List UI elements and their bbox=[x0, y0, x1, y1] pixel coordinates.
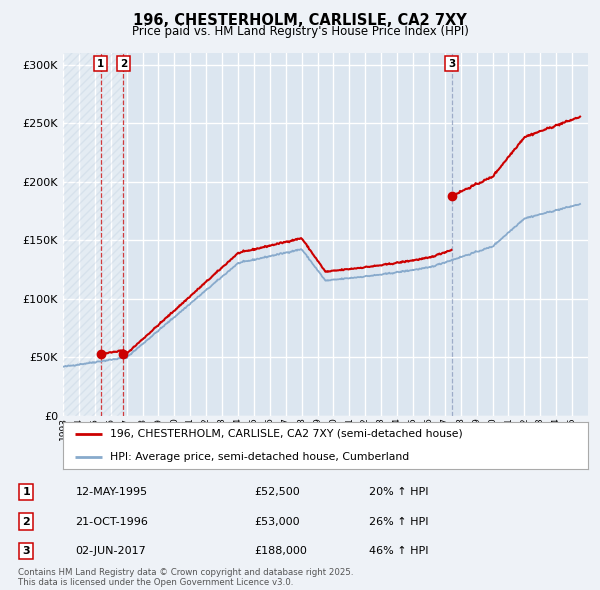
Text: 26% ↑ HPI: 26% ↑ HPI bbox=[369, 516, 428, 526]
Text: £53,000: £53,000 bbox=[254, 516, 299, 526]
Text: 1: 1 bbox=[97, 58, 104, 68]
Text: 20% ↑ HPI: 20% ↑ HPI bbox=[369, 487, 428, 497]
Text: 21-OCT-1996: 21-OCT-1996 bbox=[76, 516, 148, 526]
Text: 1: 1 bbox=[23, 487, 30, 497]
Text: £188,000: £188,000 bbox=[254, 546, 307, 556]
Text: 196, CHESTERHOLM, CARLISLE, CA2 7XY (semi-detached house): 196, CHESTERHOLM, CARLISLE, CA2 7XY (sem… bbox=[110, 429, 463, 438]
Text: Price paid vs. HM Land Registry's House Price Index (HPI): Price paid vs. HM Land Registry's House … bbox=[131, 25, 469, 38]
Text: Contains HM Land Registry data © Crown copyright and database right 2025.
This d: Contains HM Land Registry data © Crown c… bbox=[18, 568, 353, 587]
Text: 3: 3 bbox=[23, 546, 30, 556]
Text: 12-MAY-1995: 12-MAY-1995 bbox=[76, 487, 148, 497]
Bar bbox=[63, 53, 124, 416]
Text: 2: 2 bbox=[23, 516, 30, 526]
Text: 3: 3 bbox=[448, 58, 455, 68]
Text: 46% ↑ HPI: 46% ↑ HPI bbox=[369, 546, 428, 556]
Text: £52,500: £52,500 bbox=[254, 487, 299, 497]
Text: HPI: Average price, semi-detached house, Cumberland: HPI: Average price, semi-detached house,… bbox=[110, 453, 409, 462]
Text: 2: 2 bbox=[120, 58, 127, 68]
Text: 02-JUN-2017: 02-JUN-2017 bbox=[76, 546, 146, 556]
Text: 196, CHESTERHOLM, CARLISLE, CA2 7XY: 196, CHESTERHOLM, CARLISLE, CA2 7XY bbox=[133, 13, 467, 28]
